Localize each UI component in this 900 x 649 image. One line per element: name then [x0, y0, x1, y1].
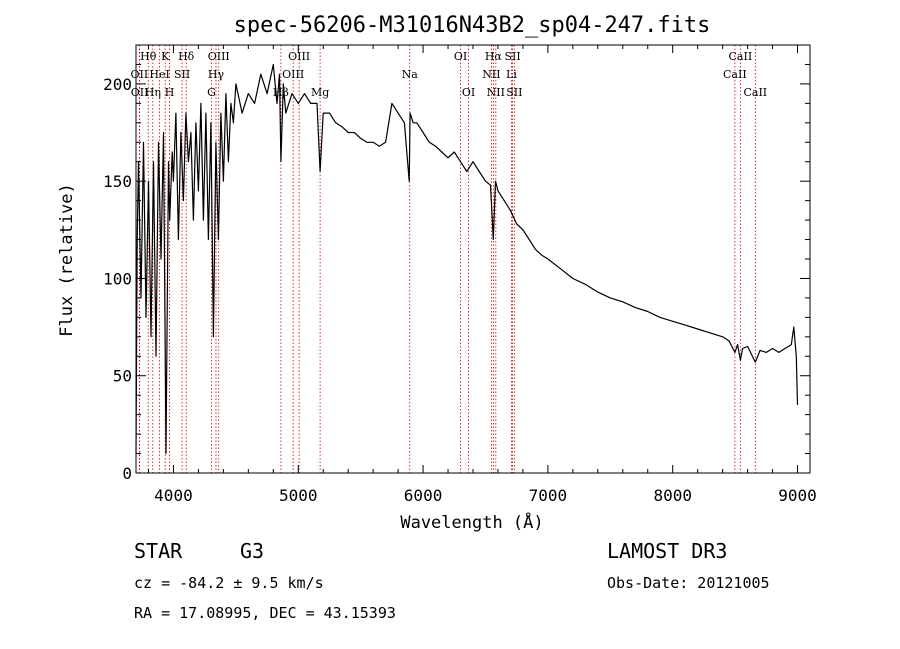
spectral-line-label: SII [174, 68, 190, 81]
spectral-line-label: G [207, 86, 216, 99]
y-tick-label: 150 [103, 172, 132, 191]
coordinates-readout: RA = 17.08995, DEC = 43.15393 [134, 604, 396, 622]
y-axis-label: Flux (relative) [57, 183, 77, 337]
object-subclass: G3 [240, 539, 265, 563]
spectral-line-label: H [165, 86, 175, 99]
y-tick-label: 100 [103, 269, 132, 288]
spectral-line-label: Hη [145, 86, 161, 99]
spectral-line-label: CaII [743, 86, 767, 99]
x-tick-label: 8000 [653, 486, 692, 505]
spectral-line-label: OII [131, 86, 149, 99]
spectral-line-label: OII [131, 68, 149, 81]
plot-frame [135, 44, 811, 474]
spectral-line-label: CaII [729, 50, 753, 63]
x-tick-label: 5000 [279, 486, 318, 505]
spectral-line-label: OIII [282, 68, 304, 81]
spectral-line-label: SII [506, 86, 522, 99]
spectral-line-label: Na [402, 68, 419, 81]
spectral-line-label: NII [487, 86, 505, 99]
x-tick-label: 6000 [404, 486, 443, 505]
spectral-line-label: OIII [288, 50, 310, 63]
spectral-line-label: Li [506, 68, 517, 81]
redshift-readout: cz = -84.2 ± 9.5 km/s [134, 574, 324, 592]
spectral-line-label: Hα [485, 50, 503, 63]
spectral-line-label: NII [482, 68, 500, 81]
object-class: STAR [134, 539, 183, 563]
spectral-line-label: Hθ [140, 50, 157, 63]
x-axis-ticks: 4000 5000 6000 7000 8000 9000 [147, 45, 817, 505]
observation-date: Obs-Date: 20121005 [607, 574, 770, 592]
spectral-line-label: K [161, 50, 170, 63]
spectral-line-label: SII [504, 50, 520, 63]
spectral-line-label: OIII [208, 50, 230, 63]
survey-name: LAMOST DR3 [607, 539, 728, 563]
y-tick-label: 200 [103, 75, 132, 94]
spectral-line-label: HeI [149, 68, 169, 81]
x-tick-label: 9000 [778, 486, 817, 505]
spectral-line-label: Mg [311, 86, 329, 99]
spectral-line-label: Hδ [178, 50, 195, 63]
x-tick-label: 7000 [529, 486, 568, 505]
chart-title: spec-56206-M31016N43B2_sp04-247.fits [234, 13, 711, 38]
spectral-line-label: OI [462, 86, 475, 99]
x-tick-label: 4000 [154, 486, 193, 505]
spectral-line-label: CaII [723, 68, 747, 81]
x-axis-label: Wavelength (Å) [400, 511, 543, 533]
spectral-line-label: OI [454, 50, 467, 63]
y-tick-label: 50 [113, 367, 132, 386]
spectral-line-label: Hγ [208, 68, 225, 81]
y-tick-label: 0 [122, 464, 132, 483]
spectrum-series-line [135, 63, 799, 455]
y-axis-ticks: 0 50 100 150 200 [103, 63, 810, 483]
